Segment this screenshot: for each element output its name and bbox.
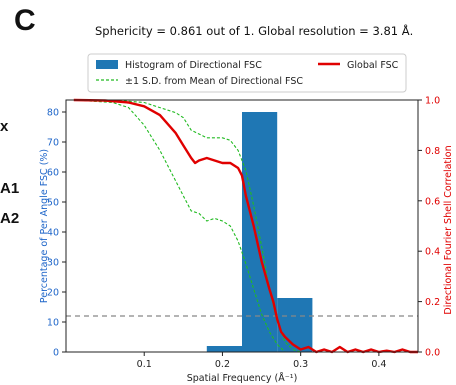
y2-tick-label: 0.2 <box>425 297 440 308</box>
x-tick-label: 0.2 <box>215 359 230 370</box>
y-tick-label: 20 <box>47 288 59 299</box>
y2-tick-label: 0.4 <box>425 247 440 258</box>
legend-label-global-fsc: Global FSC <box>347 60 399 71</box>
histogram-bar <box>277 298 313 352</box>
plot-frame <box>65 99 419 353</box>
histogram-bar <box>206 346 242 352</box>
chart-title: Sphericity = 0.861 out of 1. Global reso… <box>95 24 414 38</box>
y2-axis-label: Directional Fourier Shell Correlation <box>443 145 454 314</box>
edge-label-3: A2 <box>0 210 20 227</box>
y-tick-label: 0 <box>53 348 59 359</box>
sd-lower-line <box>73 99 286 353</box>
y2-tick-label: 0.8 <box>425 146 440 157</box>
x-tick-label: 0.1 <box>137 359 152 370</box>
legend-swatch-histogram <box>96 60 118 69</box>
edge-label-2: A1 <box>0 180 20 197</box>
edge-label-1: x <box>0 118 9 135</box>
legend-label-histogram: Histogram of Directional FSC <box>125 60 262 71</box>
x-tick-label: 0.4 <box>371 359 386 370</box>
y2-tick-label: 0.0 <box>425 348 440 359</box>
y-tick-label: 70 <box>47 138 59 149</box>
histogram-bar <box>242 112 278 352</box>
y-axis-label: Percentage of Per Angle FSC (%) <box>39 149 50 303</box>
y-tick-label: 40 <box>47 228 59 239</box>
x-tick-label: 0.3 <box>293 359 308 370</box>
y2-tick-label: 1.0 <box>425 96 440 107</box>
x-axis-label: Spatial Frequency (Å⁻¹) <box>187 372 298 384</box>
y-tick-label: 50 <box>47 198 59 209</box>
legend-label-sd: ±1 S.D. from Mean of Directional FSC <box>125 76 303 87</box>
y-tick-label: 60 <box>47 168 59 179</box>
y2-tick-label: 0.6 <box>425 196 440 207</box>
y-tick-label: 10 <box>47 318 59 329</box>
y-tick-label: 80 <box>47 108 59 119</box>
y-tick-label: 30 <box>47 258 59 269</box>
panel-letter: C <box>14 4 36 37</box>
